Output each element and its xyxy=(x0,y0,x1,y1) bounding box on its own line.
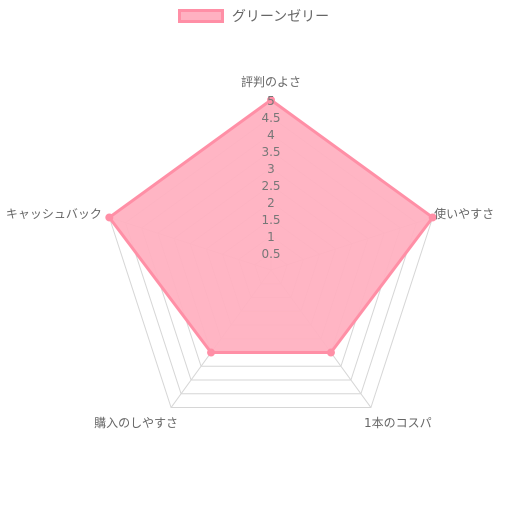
tick-label-1: 1 xyxy=(267,230,275,244)
legend-swatch xyxy=(177,9,224,23)
tick-label-0: 0.5 xyxy=(261,247,280,261)
tick-label-4: 2.5 xyxy=(261,179,280,193)
tick-label-2: 1.5 xyxy=(261,213,280,227)
tick-label-9: 5 xyxy=(267,94,275,108)
axis-label-0: 評判のよさ xyxy=(241,74,301,89)
data-point-3 xyxy=(207,348,216,357)
series-layer xyxy=(105,96,437,357)
tick-label-5: 3 xyxy=(267,162,275,176)
data-point-1 xyxy=(428,213,437,222)
axis-label-2: 1本のコスパ xyxy=(364,416,432,430)
tick-label-8: 4.5 xyxy=(261,111,280,125)
series-area-0 xyxy=(107,98,435,355)
legend[interactable]: グリーンゼリー xyxy=(0,6,507,26)
tick-label-3: 2 xyxy=(267,196,275,210)
data-point-2 xyxy=(326,348,335,357)
data-point-0 xyxy=(267,96,275,104)
axis-label-1: 使いやすさ xyxy=(434,206,494,221)
axis-label-3: 購入のしやすさ xyxy=(94,416,178,430)
legend-label: グリーンゼリー xyxy=(231,9,330,25)
tick-label-7: 4 xyxy=(267,128,275,142)
axis-label-4: キャッシュバック xyxy=(6,207,102,221)
ticks: 0.5 1 1.5 2 2.5 3 3.5 4 4.5 5 xyxy=(261,94,280,261)
data-point-4 xyxy=(105,213,114,222)
tick-label-6: 3.5 xyxy=(261,145,280,159)
